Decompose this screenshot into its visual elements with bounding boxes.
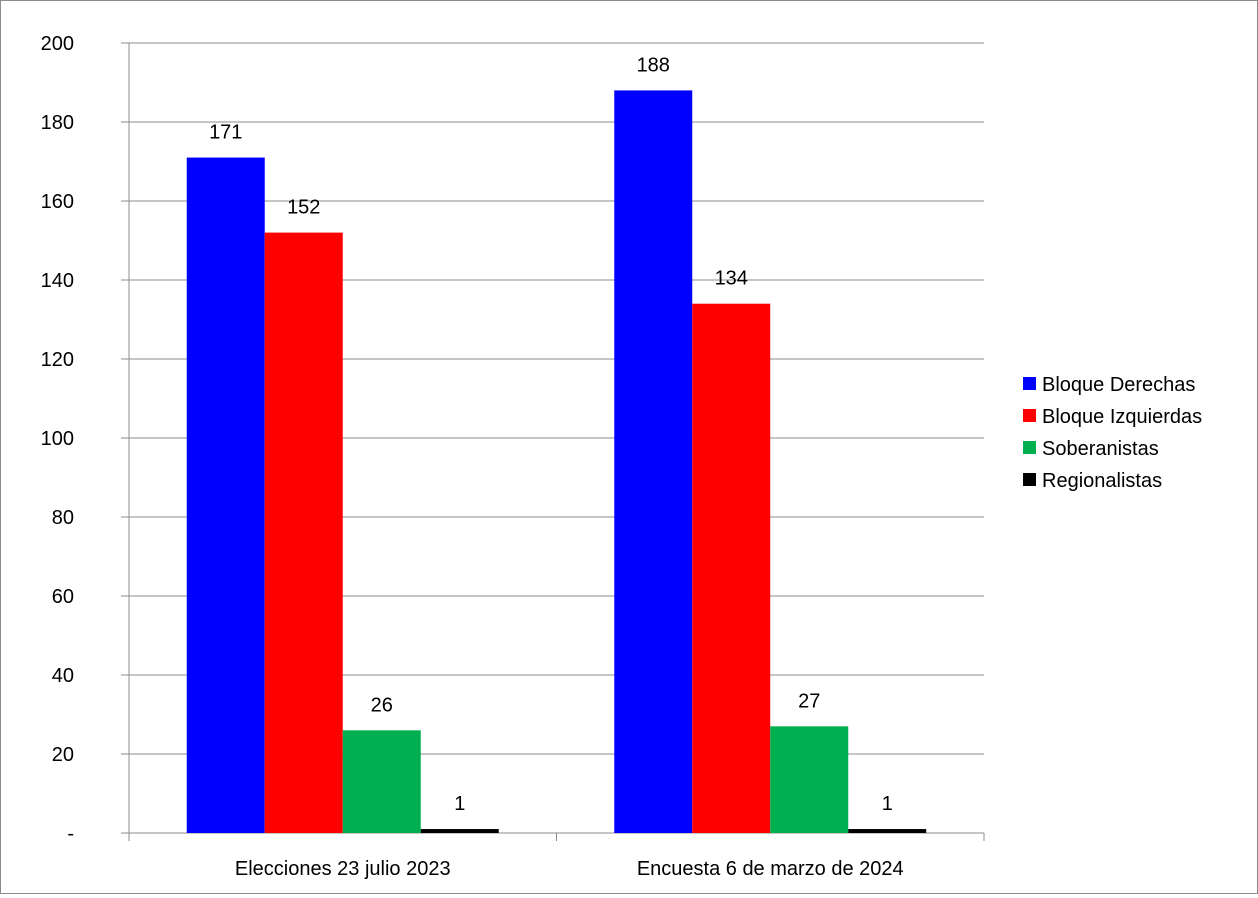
data-label: 134 — [715, 268, 748, 290]
y-tick-label: 40 — [52, 665, 74, 687]
legend-label: Bloque Derechas — [1042, 374, 1195, 396]
y-tick-label: 60 — [52, 586, 74, 608]
data-label: 1 — [454, 793, 465, 815]
y-tick-label: - — [67, 823, 74, 845]
bar — [614, 90, 693, 833]
y-tick-label: 100 — [41, 428, 74, 450]
data-label: 188 — [637, 54, 670, 76]
data-label: 1 — [882, 793, 893, 815]
y-tick-label: 160 — [41, 191, 74, 213]
y-tick-label: 180 — [41, 112, 74, 134]
x-tick-label: Encuesta 6 de marzo de 2024 — [637, 858, 904, 880]
bars — [186, 90, 927, 834]
y-tick-label: 80 — [52, 507, 74, 529]
bar — [848, 829, 927, 833]
legend-swatch — [1023, 441, 1036, 454]
bar — [264, 232, 343, 834]
legend-label: Regionalistas — [1042, 470, 1162, 492]
x-axis: Elecciones 23 julio 2023 Encuesta 6 de ma… — [128, 832, 985, 880]
bar — [420, 829, 499, 833]
data-label: 152 — [287, 197, 320, 219]
legend-swatch — [1023, 377, 1036, 390]
legend-swatch — [1023, 409, 1036, 422]
x-tick-label: Elecciones 23 julio 2023 — [235, 858, 451, 880]
legend: Bloque Derechas Bloque Izquierdas Soberani… — [1023, 374, 1202, 492]
legend-label: Bloque Izquierdas — [1042, 406, 1202, 428]
bar — [186, 157, 265, 834]
y-axis: - 20 40 60 80 100 120 140 160 180 200 — [41, 33, 130, 845]
data-label: 171 — [209, 122, 242, 144]
bar — [770, 726, 849, 833]
y-tick-label: 120 — [41, 349, 74, 371]
legend-label: Soberanistas — [1042, 438, 1159, 460]
y-tick-label: 20 — [52, 744, 74, 766]
legend-swatch — [1023, 473, 1036, 486]
bar — [692, 303, 771, 833]
y-tick-label: 140 — [41, 270, 74, 292]
y-tick-label: 200 — [41, 33, 74, 55]
data-labels: 171 188 152 134 26 27 1 1 — [209, 54, 893, 815]
data-label: 26 — [371, 694, 393, 716]
data-label: 27 — [798, 690, 820, 712]
bar — [342, 730, 421, 833]
